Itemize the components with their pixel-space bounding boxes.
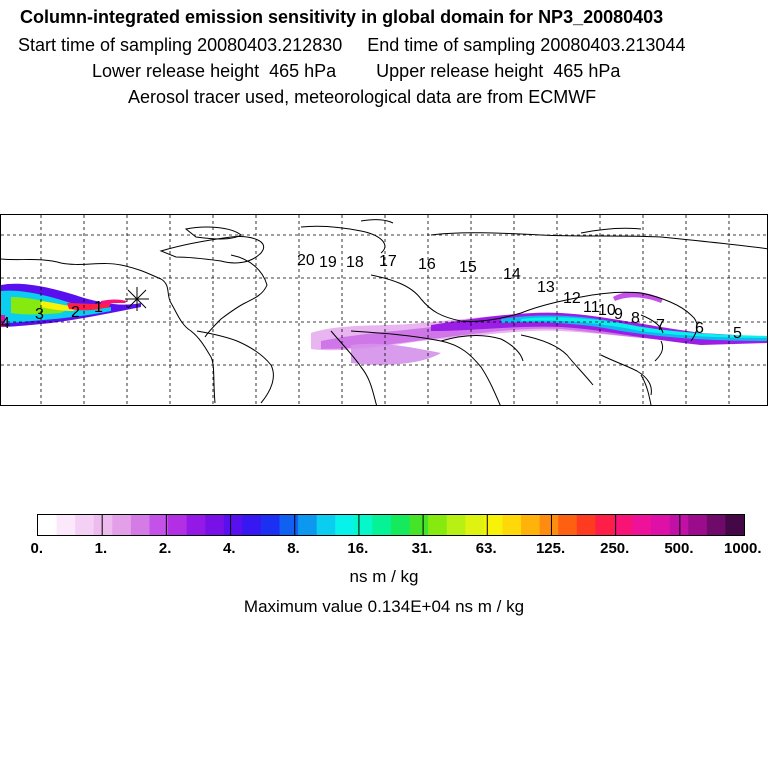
colorbar-swatch — [260, 515, 281, 535]
trajectory-label-7: 7 — [656, 317, 665, 334]
colorbar-swatch — [168, 515, 188, 535]
colorbar-tick-label: 8. — [287, 540, 300, 557]
colorbar-swatch — [56, 515, 76, 535]
colorbar-tick-label: 125. — [535, 540, 566, 557]
trajectory-label-16: 16 — [418, 256, 436, 273]
colorbar-swatch — [651, 515, 671, 535]
colorbar-swatch — [93, 515, 113, 535]
trajectory-label-1: 1 — [94, 299, 103, 316]
colorbar-tick-label: 500. — [664, 540, 694, 557]
colorbar-tick-label: 250. — [600, 540, 630, 557]
colorbar-tick-label: 1. — [94, 540, 108, 557]
release-height-line: Lower release height 465 hPa Upper relea… — [92, 61, 621, 81]
world-map: 20 19 18 17 16 15 14 13 12 11 10 9 8 7 6… — [0, 214, 768, 406]
colorbar-swatch — [428, 515, 448, 535]
trajectory-label-6: 6 — [695, 320, 704, 337]
colorbar-swatch — [539, 515, 559, 535]
tracer-info-line: Aerosol tracer used, meteorological data… — [128, 87, 597, 107]
colorbar-tick-label: 63. — [475, 540, 497, 557]
maximum-value: Maximum value 0.134E+04 ns m / kg — [243, 597, 525, 616]
graticule — [1, 215, 767, 405]
trajectory-label-18: 18 — [346, 254, 364, 271]
colorbar-swatch — [446, 515, 466, 535]
colorbar-swatch — [706, 515, 726, 535]
colorbar-swatch — [483, 515, 503, 535]
trajectory-label-2: 2 — [71, 304, 80, 321]
trajectory-label-17: 17 — [379, 253, 397, 270]
trajectory-label-19: 19 — [319, 254, 337, 271]
colorbar-swatch — [725, 515, 744, 535]
colorbar-swatch — [298, 515, 318, 535]
trajectory-label-10: 10 — [598, 302, 616, 319]
sampling-time-line: Start time of sampling 20080403.212830 E… — [18, 35, 686, 55]
colorbar-swatch — [391, 515, 411, 535]
colorbar-swatch — [112, 515, 132, 535]
colorbar-tick-label: 1000. — [724, 540, 762, 557]
colorbar-swatch — [409, 515, 429, 535]
trajectory-label-9: 9 — [614, 306, 623, 323]
colorbar-swatches — [38, 515, 744, 535]
colorbar-swatch — [558, 515, 578, 535]
colorbar-units: ns m / kg — [349, 567, 419, 586]
colorbar-tick-label: 31. — [411, 540, 433, 557]
colorbar-tick-label: 0. — [30, 540, 44, 557]
trajectory-label-3: 3 — [35, 306, 44, 323]
colorbar-swatch — [130, 515, 150, 535]
trajectory-label-20: 20 — [297, 252, 315, 269]
colorbar-swatch — [149, 515, 169, 535]
colorbar-swatch — [632, 515, 652, 535]
trajectory-label-15: 15 — [459, 259, 477, 276]
colorbar — [37, 514, 745, 536]
map-canvas — [1, 215, 767, 405]
colorbar-swatch — [242, 515, 262, 535]
colorbar-tick-label: 4. — [223, 540, 236, 557]
colorbar-tick-label: 16. — [347, 540, 369, 557]
colorbar-tick-label: 2. — [158, 540, 172, 557]
colorbar-swatch — [353, 515, 373, 535]
trajectory-label-14: 14 — [503, 266, 521, 283]
colorbar-swatch — [613, 515, 634, 535]
colorbar-swatch — [316, 515, 336, 535]
asterisk-marker-icon — [125, 287, 149, 311]
colorbar-swatch — [75, 515, 95, 535]
plot-title: Column-integrated emission sensitivity i… — [20, 7, 664, 27]
coastlines — [1, 219, 767, 405]
colorbar-swatch — [279, 515, 299, 535]
colorbar-swatch — [595, 515, 615, 535]
trajectory-label-13: 13 — [537, 279, 555, 296]
trajectory-label-8: 8 — [631, 310, 640, 327]
colorbar-swatch — [521, 515, 541, 535]
trajectory-label-5: 5 — [733, 325, 742, 342]
colorbar-swatch — [205, 515, 225, 535]
trajectory-label-12: 12 — [563, 290, 581, 307]
colorbar-swatch — [335, 515, 355, 535]
colorbar-swatch — [372, 515, 392, 535]
trajectory-label-4: 4 — [1, 315, 10, 332]
colorbar-swatch — [576, 515, 596, 535]
colorbar-swatch — [38, 515, 58, 535]
colorbar-swatch — [502, 515, 522, 535]
colorbar-swatch — [465, 515, 485, 535]
colorbar-swatch — [186, 515, 206, 535]
colorbar-swatch — [688, 515, 708, 535]
sensitivity-plume — [1, 283, 767, 365]
trajectory-label-11: 11 — [583, 299, 600, 316]
colorbar-swatch — [669, 515, 689, 535]
colorbar-swatch — [223, 515, 243, 535]
